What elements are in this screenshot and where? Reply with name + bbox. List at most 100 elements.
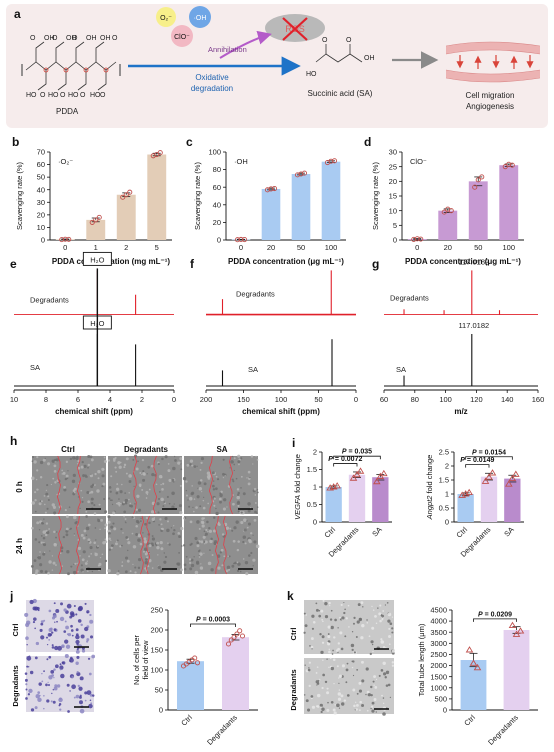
micrograph-speck — [196, 465, 198, 467]
micrograph-speck — [351, 666, 354, 669]
micrograph-speck — [137, 533, 142, 538]
panel-a: a O OH O OH O OH HO O HO O HO O HO O OH … — [6, 4, 548, 128]
p-symbol: P — [328, 456, 333, 463]
micrograph-speck — [30, 565, 34, 568]
micrograph-speck — [243, 528, 247, 532]
micrograph-speck — [80, 568, 84, 572]
micrograph-speck — [53, 668, 56, 671]
micrograph-speck — [176, 562, 179, 566]
micrograph-speck — [68, 506, 71, 509]
micrograph-speck — [135, 524, 138, 528]
micrograph-speck — [69, 457, 73, 461]
data-point — [268, 186, 274, 192]
micrograph-speck — [188, 496, 193, 501]
group-label: O — [100, 92, 106, 99]
y-tick-label: 2 — [445, 462, 449, 471]
y-tick-label: 0 — [443, 706, 447, 715]
micrograph-speck — [74, 491, 76, 494]
y-tick-label: 1 — [445, 490, 449, 499]
micrograph-speck — [142, 550, 145, 553]
micrograph-speck — [124, 556, 129, 560]
micrograph-speck — [146, 493, 149, 496]
micrograph-speck — [48, 655, 52, 659]
micrograph-speck — [90, 458, 94, 462]
micrograph-speck — [200, 540, 204, 544]
micrograph-speck — [328, 648, 331, 651]
chart-e: 10 8 6 4 2 0 chemical shift (ppm) e Degradants SA… — [10, 251, 176, 416]
micrograph-speck — [229, 467, 231, 469]
chart-annotation: ·OH — [234, 157, 248, 166]
micrograph-speck — [69, 527, 73, 530]
micrograph-speck — [27, 666, 30, 668]
row-label-24h: 24 h — [15, 538, 24, 554]
micrograph-speck — [386, 601, 389, 604]
micrograph-speck — [231, 478, 234, 481]
micrograph-speck — [65, 515, 69, 519]
micrograph-speck — [122, 501, 126, 504]
micrograph-speck — [237, 460, 241, 464]
y-tick-label: 0 — [41, 236, 45, 245]
micrograph-speck — [118, 465, 122, 469]
micrograph-speck — [330, 700, 334, 704]
micrograph-speck — [362, 606, 364, 608]
micrograph-speck — [88, 555, 91, 558]
micrograph-speck — [71, 684, 76, 690]
micrograph-speck — [220, 548, 224, 552]
y-axis-label-rest: fold change — [425, 455, 434, 496]
micrograph-speck — [234, 561, 237, 565]
micrograph-speck — [350, 643, 355, 648]
micrograph-speck — [351, 648, 354, 651]
micrograph-speck — [79, 676, 84, 681]
micrograph-speck — [248, 554, 251, 557]
micrograph-speck — [134, 503, 136, 505]
micrograph-speck — [208, 526, 211, 530]
micrograph-speck — [59, 665, 64, 670]
micrograph-speck — [312, 620, 316, 624]
micrograph-speck — [188, 505, 191, 508]
micrograph-speck — [228, 555, 231, 558]
micrograph-speck — [124, 570, 128, 574]
micrograph-speck — [37, 691, 41, 694]
micrograph-speck — [198, 486, 203, 491]
micrograph-speck — [46, 507, 49, 510]
y-tick-label: 50 — [37, 173, 45, 182]
y-axis-label: VEGFA fold change — [293, 454, 302, 520]
micrograph-speck — [337, 692, 341, 696]
micrograph-speck — [79, 708, 85, 714]
micrograph-speck — [138, 483, 142, 487]
micrograph-speck — [124, 518, 127, 520]
micrograph-speck — [171, 478, 175, 482]
data-point — [516, 627, 525, 634]
micrograph-speck — [332, 658, 336, 662]
micrograph-speck — [28, 688, 33, 694]
micrograph-speck — [253, 540, 257, 544]
micrograph-speck — [34, 606, 39, 611]
micrograph-speck — [381, 694, 383, 697]
micrograph-speck — [86, 560, 88, 562]
data-point — [228, 637, 234, 643]
annihilation-label: Annihilation — [208, 45, 247, 54]
micrograph-speck — [242, 492, 246, 496]
micrograph-speck — [308, 684, 311, 688]
data-point — [123, 192, 129, 198]
micrograph-speck — [53, 602, 56, 605]
micrograph-speck — [160, 527, 163, 530]
h2o-peak-box — [82, 251, 112, 266]
bar — [499, 165, 519, 240]
micrograph-speck — [65, 533, 69, 537]
micrograph-speck — [382, 646, 386, 649]
micrograph-speck — [371, 626, 375, 630]
micrograph-speck — [70, 565, 73, 568]
p-symbol: P — [472, 449, 477, 456]
superoxide-circle — [156, 7, 176, 27]
micrograph-speck — [31, 476, 35, 480]
micrograph-speck — [29, 599, 34, 605]
micrograph-speck — [211, 484, 215, 488]
micrograph-speck — [158, 474, 163, 479]
micrograph-speck — [125, 472, 128, 475]
micrograph-speck — [256, 459, 259, 461]
micrograph-speck — [76, 562, 78, 564]
data-point — [411, 236, 417, 242]
micrograph-speck — [52, 477, 55, 480]
y-tick-label: 1 — [313, 483, 317, 492]
